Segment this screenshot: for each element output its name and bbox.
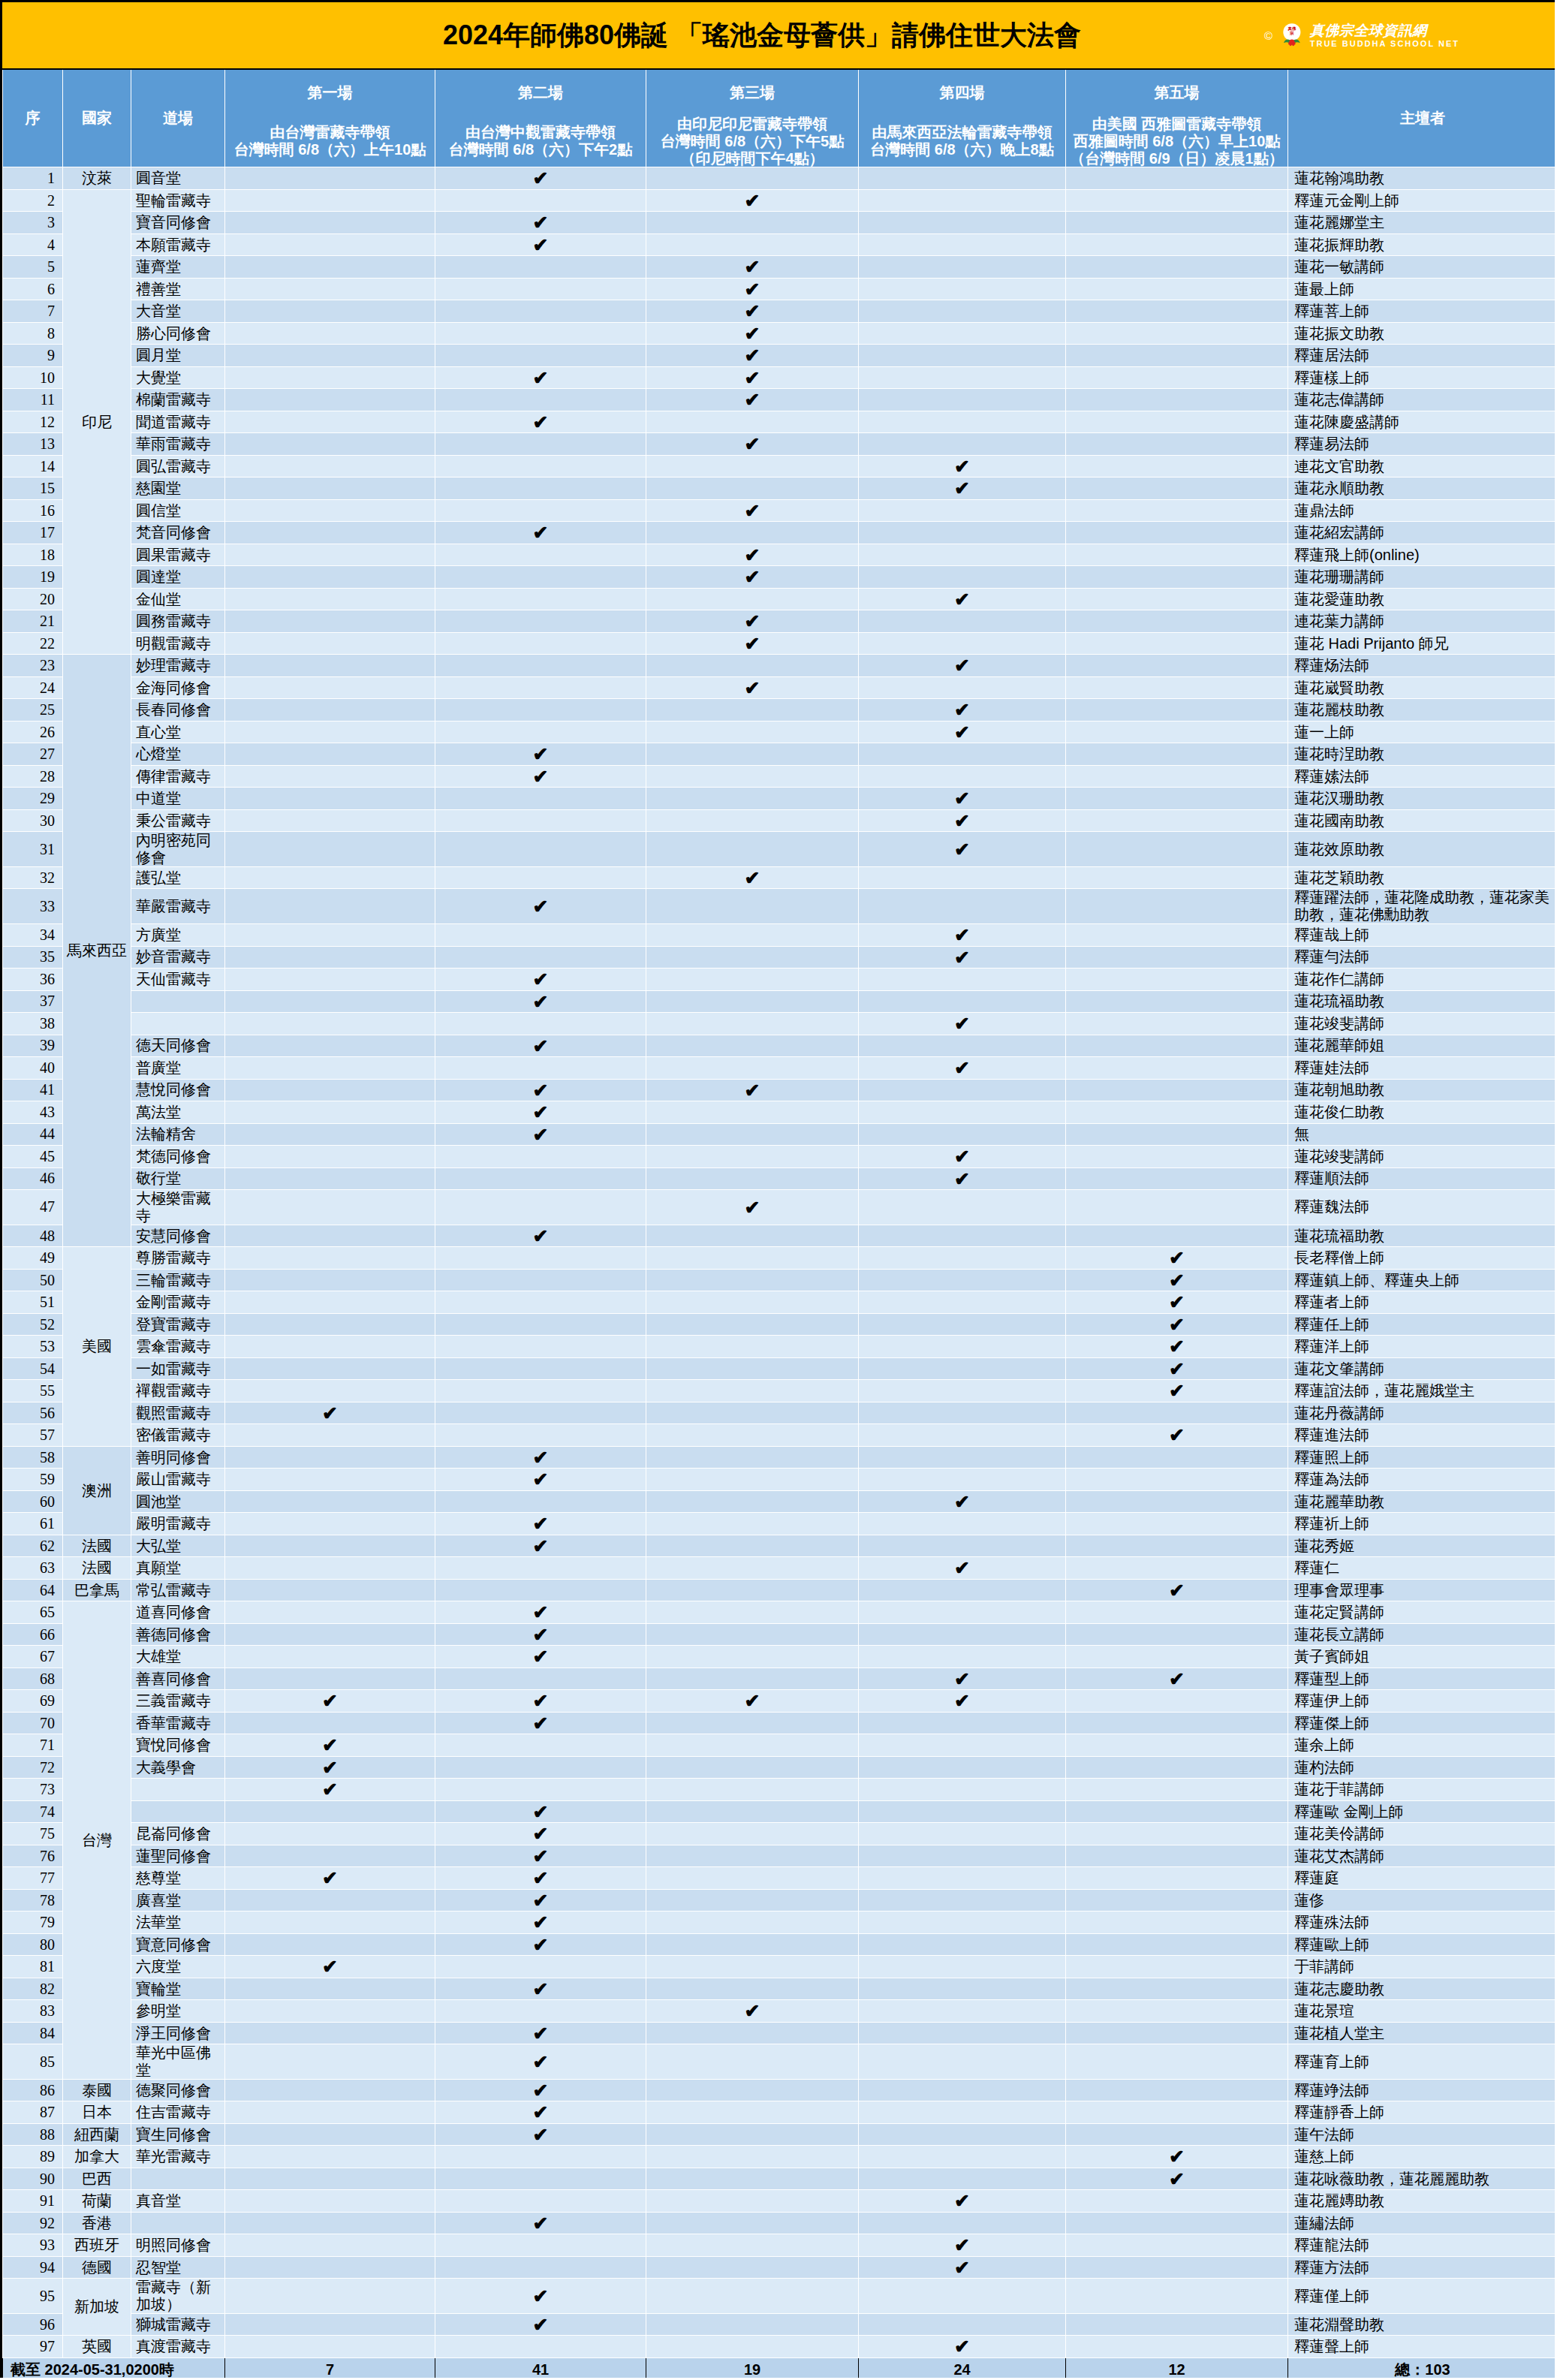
- svg-text:宗: 宗: [1289, 31, 1294, 36]
